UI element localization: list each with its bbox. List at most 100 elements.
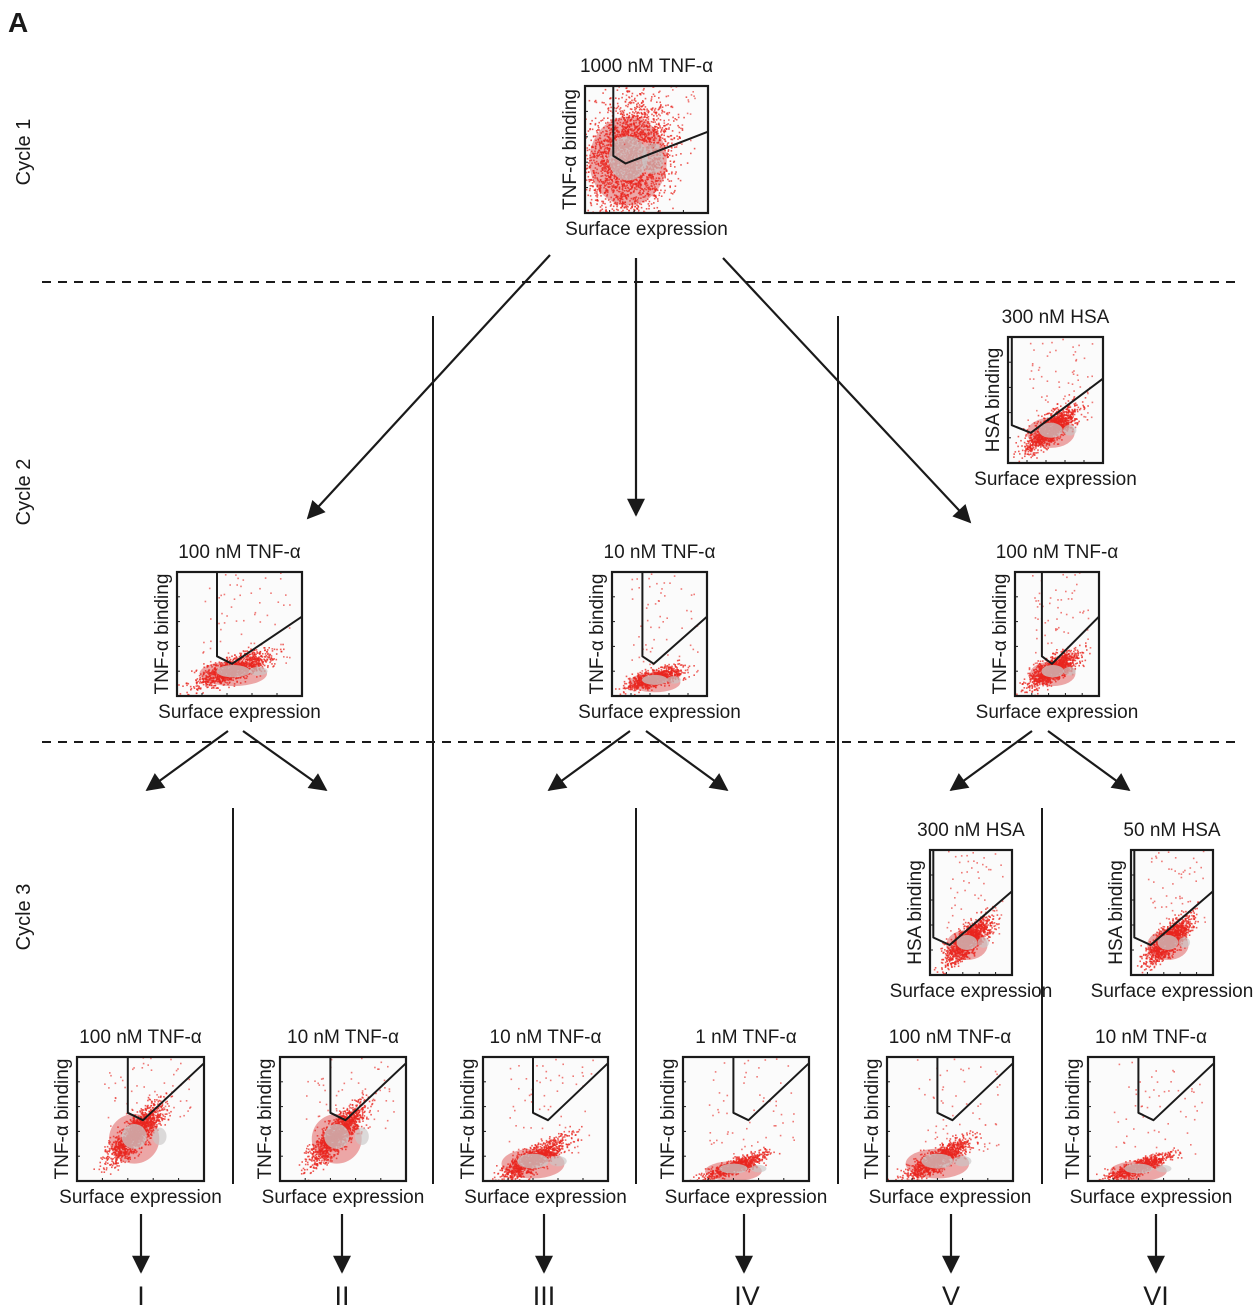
x-axis-label: Surface expression — [158, 702, 321, 723]
plot-title: 1000 nM TNF-α — [580, 56, 713, 77]
facs-plot: 300 nM HSA Surface expression HSA binding — [974, 307, 1137, 490]
gate-outline — [1040, 572, 1100, 665]
y-axis-label: HSA binding — [1106, 860, 1127, 965]
y-axis-label: TNF-α binding — [52, 1059, 73, 1180]
flow-arrow — [722, 257, 972, 524]
facs-plot: 100 nM TNF-α Surface expression TNF-α bind… — [862, 1027, 1031, 1208]
x-axis-label: Surface expression — [565, 219, 728, 240]
plot-title: 10 nM TNF-α — [604, 542, 716, 563]
y-axis-label: HSA binding — [983, 348, 1004, 453]
plot-frame — [583, 84, 710, 215]
lines-layer — [42, 254, 1240, 1274]
y-axis-label: TNF-α binding — [255, 1059, 276, 1180]
facs-plot: 1000 nM TNF-α Surface expression TNF-α bin… — [560, 56, 728, 240]
cycle-3-label: Cycle 3 — [13, 884, 35, 951]
plot-title: 50 nM HSA — [1123, 820, 1220, 841]
gate-outline — [1010, 337, 1104, 434]
cycle-1-label: Cycle 1 — [13, 119, 35, 186]
plot-frame — [75, 1055, 206, 1183]
gate-outline — [1133, 850, 1214, 946]
plot-frame — [481, 1055, 610, 1183]
plot-frame — [1013, 570, 1101, 698]
output-numeral: V — [942, 1281, 960, 1311]
gate-outline — [732, 1057, 810, 1122]
gate-outline — [612, 86, 709, 165]
plot-title: 100 nM TNF-α — [996, 542, 1119, 563]
x-axis-label: Surface expression — [1091, 981, 1253, 1002]
facs-plot: 100 nM TNF-α Surface expression TNF-α bind… — [152, 542, 321, 723]
plot-title: 10 nM TNF-α — [287, 1027, 399, 1048]
x-axis-label: Surface expression — [262, 1187, 425, 1208]
gate-outline — [641, 572, 708, 665]
gate-outline — [1137, 1057, 1215, 1122]
plot-title: 1 nM TNF-α — [695, 1027, 796, 1048]
gate-outline — [329, 1057, 407, 1122]
facs-plot: 10 nM TNF-α Surface expression TNF-α bindi… — [458, 1027, 627, 1208]
gate-outline — [126, 1057, 205, 1122]
y-axis-label: TNF-α binding — [990, 574, 1011, 695]
plot-title: 100 nM TNF-α — [889, 1027, 1012, 1048]
plot-title: 100 nM TNF-α — [178, 542, 301, 563]
x-axis-label: Surface expression — [890, 981, 1053, 1002]
flow-arrow — [306, 254, 551, 520]
flow-arrow — [547, 730, 631, 792]
plot-frame — [928, 848, 1014, 977]
flow-arrow — [1047, 730, 1131, 792]
output-numeral: II — [334, 1281, 349, 1311]
y-axis-label: HSA binding — [905, 860, 926, 965]
plot-frame — [681, 1055, 811, 1183]
facs-plot: 1 nM TNF-α Surface expression TNF-α bindin… — [658, 1027, 827, 1208]
outputs-layer: I II III IV V VI — [137, 1281, 1169, 1311]
facs-plot: 10 nM TNF-α Surface expression TNF-α bindi… — [1063, 1027, 1232, 1208]
y-axis-label: TNF-α binding — [458, 1059, 479, 1180]
x-axis-label: Surface expression — [464, 1187, 627, 1208]
y-axis-label: TNF-α binding — [560, 89, 581, 210]
cycle-2-label: Cycle 2 — [13, 459, 35, 526]
x-axis-label: Surface expression — [665, 1187, 828, 1208]
plot-frame — [278, 1055, 408, 1183]
plot-title: 10 nM TNF-α — [490, 1027, 602, 1048]
gate-outline — [532, 1057, 609, 1122]
y-axis-label: TNF-α binding — [658, 1059, 679, 1180]
y-axis-label: TNF-α binding — [1063, 1059, 1084, 1180]
flow-arrow — [645, 730, 729, 792]
flow-arrow — [242, 730, 328, 792]
panel-letter: A — [8, 7, 28, 38]
x-axis-label: Surface expression — [974, 469, 1137, 490]
gate-outline — [932, 850, 1013, 946]
plot-frame — [610, 570, 709, 698]
x-axis-label: Surface expression — [976, 702, 1139, 723]
plot-title: 10 nM TNF-α — [1095, 1027, 1207, 1048]
facs-plot: 100 nM TNF-α Surface expression TNF-α bind… — [52, 1027, 222, 1208]
plot-title: 300 nM HSA — [1002, 307, 1110, 328]
plot-frame — [1129, 848, 1215, 977]
flow-arrow — [145, 730, 229, 792]
y-axis-label: TNF-α binding — [152, 574, 173, 695]
gate-outline — [216, 572, 303, 665]
plots-layer: 1000 nM TNF-α Surface expression TNF-α bin… — [52, 56, 1253, 1208]
y-axis-label: TNF-α binding — [862, 1059, 883, 1180]
output-numeral: III — [533, 1281, 556, 1311]
x-axis-label: Surface expression — [578, 702, 741, 723]
facs-plot: 100 nM TNF-α Surface expression TNF-α bind… — [976, 542, 1139, 723]
plot-title: 100 nM TNF-α — [79, 1027, 202, 1048]
plot-frame — [175, 570, 304, 698]
output-numeral: IV — [734, 1281, 760, 1311]
facs-plot: 300 nM HSA Surface expression HSA binding — [890, 820, 1053, 1002]
x-axis-label: Surface expression — [59, 1187, 222, 1208]
plot-frame — [885, 1055, 1015, 1183]
x-axis-label: Surface expression — [1070, 1187, 1233, 1208]
gate-outline — [936, 1057, 1014, 1122]
y-axis-label: TNF-α binding — [587, 574, 608, 695]
flow-arrow — [949, 730, 1033, 792]
output-numeral: VI — [1143, 1281, 1169, 1311]
facs-plot: 10 nM TNF-α Surface expression TNF-α bindi… — [255, 1027, 424, 1208]
facs-plot: 50 nM HSA Surface expression HSA binding — [1091, 820, 1253, 1002]
x-axis-label: Surface expression — [869, 1187, 1032, 1208]
plot-frame — [1006, 335, 1105, 465]
plot-frame — [1086, 1055, 1216, 1183]
facs-plot: 10 nM TNF-α Surface expression TNF-α bindi… — [578, 542, 741, 723]
output-numeral: I — [137, 1281, 145, 1311]
plot-title: 300 nM HSA — [917, 820, 1025, 841]
